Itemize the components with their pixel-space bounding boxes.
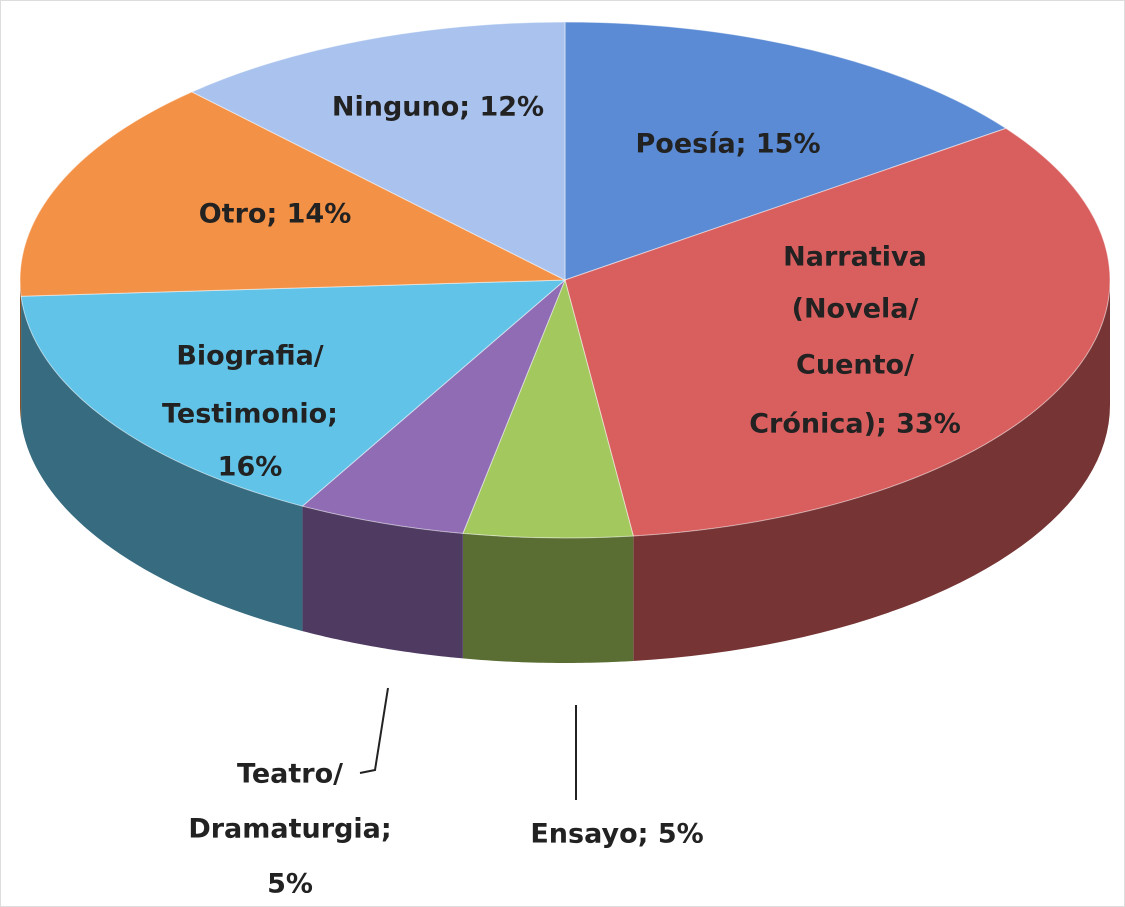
- slice-side: [462, 533, 634, 663]
- data-label: Crónica); 33%: [749, 409, 961, 440]
- data-label: Otro; 14%: [199, 199, 352, 230]
- data-label: Dramaturgia;: [188, 814, 391, 845]
- slice: [20, 279, 567, 507]
- data-label: 5%: [267, 869, 313, 900]
- slice-side: [633, 280, 1110, 661]
- slice: [564, 127, 1111, 537]
- slice: [19, 91, 566, 297]
- data-label: Teatro/: [237, 759, 343, 790]
- data-label: Ensayo; 5%: [530, 819, 703, 850]
- slice-side: [302, 506, 463, 659]
- data-label: Testimonio;: [162, 399, 338, 430]
- slice: [462, 278, 634, 539]
- data-label: Cuento/: [796, 350, 914, 381]
- data-label: 16%: [218, 452, 283, 483]
- data-label: Poesía; 15%: [635, 129, 820, 160]
- slice-side: [20, 280, 22, 422]
- data-label: Ninguno; 12%: [332, 92, 544, 123]
- slice: [301, 279, 566, 534]
- slice: [564, 21, 1008, 281]
- slice: [190, 21, 566, 281]
- data-label: (Novela/: [792, 294, 919, 325]
- data-label: Biografia/: [176, 341, 323, 372]
- leader-line: [359, 687, 389, 774]
- slice-side: [21, 296, 303, 632]
- data-label: Narrativa: [783, 242, 927, 273]
